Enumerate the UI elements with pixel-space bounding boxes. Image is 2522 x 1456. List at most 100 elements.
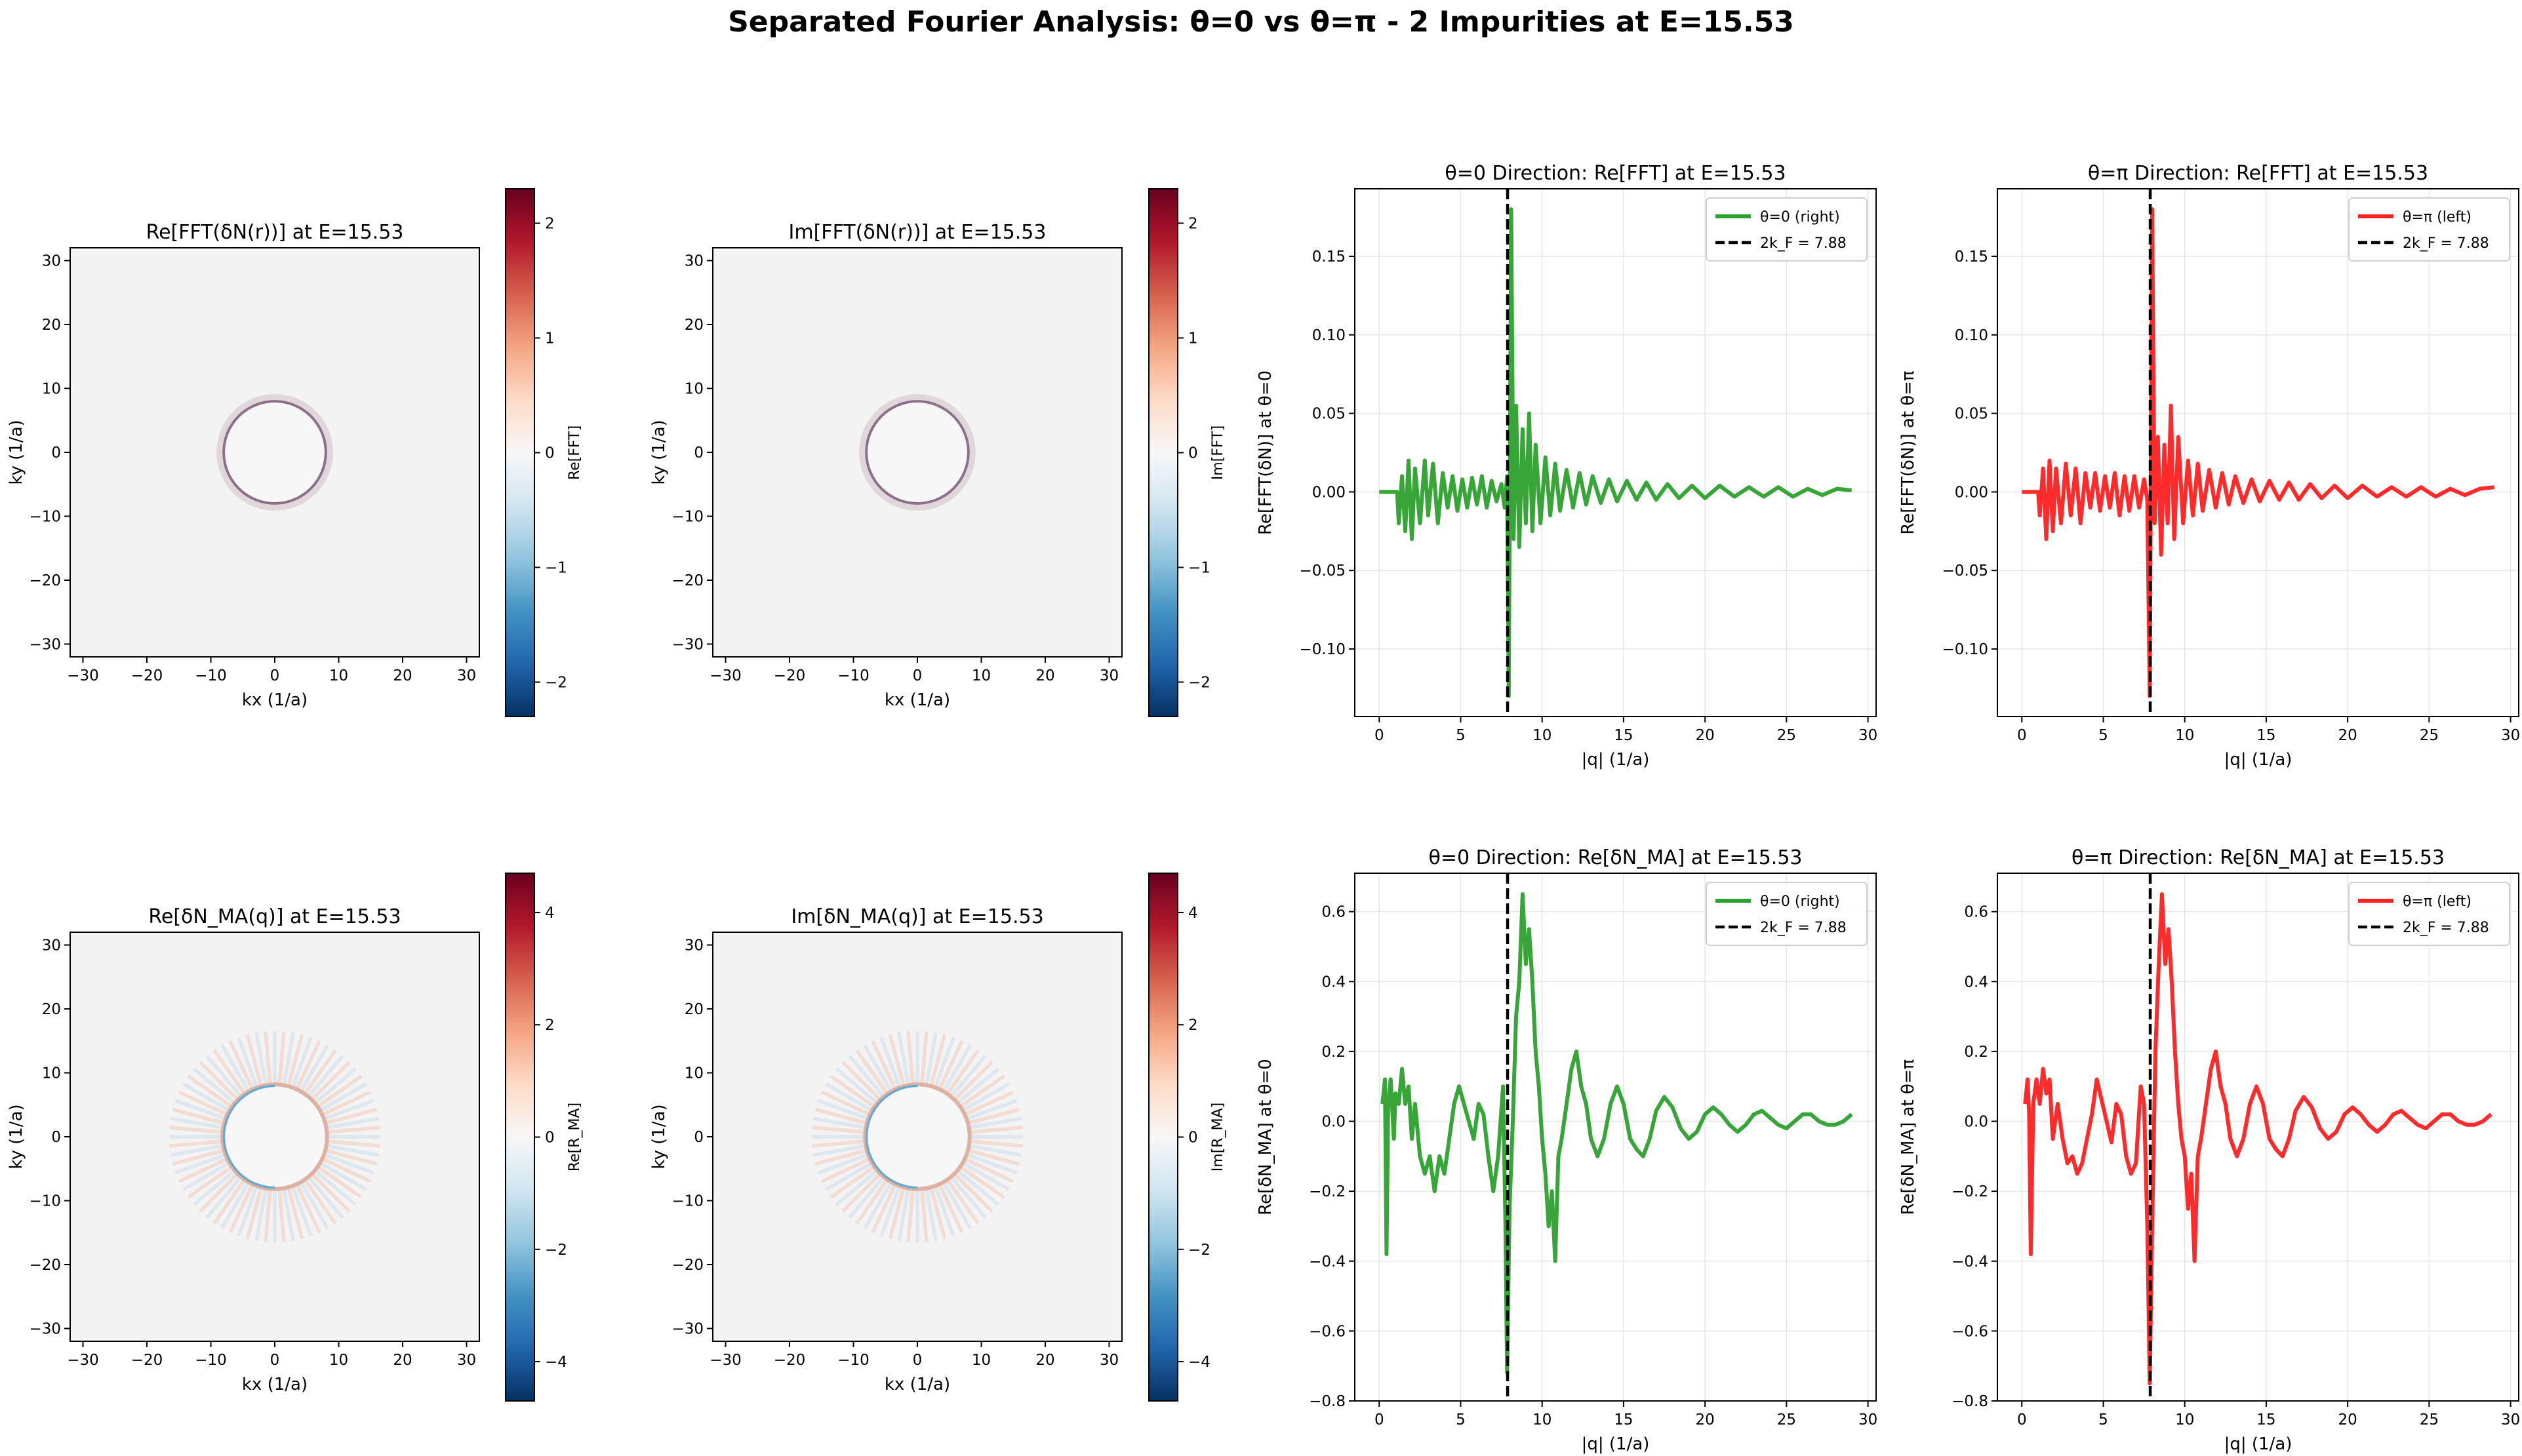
legend-box (2348, 197, 2510, 262)
heatmap-ray (915, 1031, 920, 1087)
heatmap-ray (281, 1186, 295, 1242)
heatmap-ray (967, 1126, 1023, 1135)
y-tick-label: −0.05 (1942, 562, 1988, 580)
heatmap-ray (172, 1147, 227, 1166)
heatmap-ray (812, 1143, 868, 1157)
colorbar-tick-label: 2 (1188, 216, 1198, 233)
heatmap-ray (940, 1179, 972, 1229)
y-tick-label: 20 (42, 317, 61, 334)
plot-area (1355, 873, 1876, 1401)
heatmap-ray (281, 1032, 295, 1088)
colorbar-tick-label: 1 (1188, 330, 1198, 347)
legend: θ=π (left) 2k_F = 7.88 (2348, 197, 2510, 262)
colorbar-tick-label: −1 (545, 560, 567, 577)
heatmap-ray (863, 1044, 894, 1095)
heatmap-ray (817, 1099, 871, 1122)
x-tick-label: 10 (1532, 727, 1551, 744)
y-tick-label: −20 (671, 572, 704, 589)
line-panel-3: 0 5 10 15 20 25 30 −0.10 −0.05 0.00 0.05 0.10 0.15 θ=… (1898, 162, 2520, 770)
y-tick-label: −0.2 (1952, 1183, 1988, 1200)
x-tick-label: 10 (972, 667, 991, 684)
heatmap-ray (324, 1143, 380, 1157)
heatmap-panel-4: −30 −20 −10 0 10 20 30−30−20−100102030Re[δN_MA… (7, 873, 583, 1402)
y-tick-label: −0.8 (1952, 1393, 1988, 1410)
colorbar (1148, 873, 1178, 1402)
y-tick-label: 20 (685, 1001, 704, 1018)
heatmap-ray (936, 1040, 964, 1092)
heatmap-ray (245, 1034, 264, 1089)
heatmap-ring-halo (859, 394, 976, 511)
heatmap-ray (220, 1044, 252, 1095)
y-tick-label: −20 (29, 572, 61, 589)
heatmap-panel-0: −30 −20 −10 0 10 20 30−30−20−100102030Re[FFT(δ… (7, 188, 583, 717)
heatmap-ray (841, 1171, 883, 1213)
colorbar-tick-label: 2 (545, 216, 555, 233)
heatmap-ray (272, 1031, 277, 1087)
x-tick-label: 0 (2017, 1411, 2027, 1428)
heatmap-ray (212, 1177, 248, 1225)
y-tick-label: 0.4 (1321, 974, 1346, 991)
heatmap-ray (879, 1183, 902, 1237)
y-tick-label: 30 (685, 937, 704, 954)
heatmap-ray (199, 1061, 241, 1103)
heatmap-ray (315, 1074, 363, 1110)
heatmap-panel-5: −30 −20 −10 0 10 20 30−30−20−100102030Im[δN_MA… (649, 873, 1226, 1402)
y-tick-label: −0.10 (1942, 641, 1988, 658)
x-tick-label: 25 (2420, 1411, 2439, 1428)
y-tick-label: 0.6 (1321, 904, 1346, 921)
heatmap-ring-halo (863, 1082, 972, 1191)
colorbar-tick-label: 0 (545, 1130, 555, 1147)
x-axis-label: |q| (1/a) (2224, 750, 2292, 770)
x-tick-label: −30 (710, 667, 742, 684)
x-tick-label: −20 (774, 1352, 806, 1369)
heatmap-ray (959, 1160, 1010, 1191)
x-tick-label: 0 (1374, 1411, 1384, 1428)
y-tick-label: −30 (29, 1321, 61, 1338)
x-tick-label: 20 (1035, 667, 1054, 684)
x-tick-label: 0 (270, 667, 280, 684)
x-tick-label: 5 (2098, 1411, 2108, 1428)
y-axis-label: ky (1/a) (649, 420, 669, 484)
x-tick-label: −10 (837, 1352, 870, 1369)
x-tick-label: 15 (2256, 1411, 2275, 1428)
x-tick-label: 5 (2098, 727, 2108, 744)
colorbar-label: Im[FFT] (1210, 425, 1226, 480)
heatmap-ray (254, 1032, 268, 1088)
y-tick-label: 0.05 (1955, 406, 1988, 423)
x-tick-label: 0 (913, 667, 923, 684)
plot-area (1997, 189, 2519, 717)
heatmap-ray (182, 1082, 233, 1114)
heatmap-ray (264, 1187, 273, 1242)
plot-area (1997, 873, 2519, 1401)
y-tick-label: −30 (29, 637, 61, 654)
heatmap-ray (965, 1107, 1020, 1126)
y-tick-label: 10 (42, 381, 61, 398)
series-line-0 (2022, 207, 2495, 698)
series-line-0 (2023, 892, 2492, 1386)
heatmap-ray (325, 1126, 380, 1135)
heatmap-ray (924, 1186, 938, 1242)
heatmap-panel-1: −30 −20 −10 0 10 20 30−30−20−100102030Im[FFT(δ… (649, 188, 1226, 717)
x-axis-label: kx (1/a) (242, 690, 308, 710)
x-tick-label: −20 (774, 667, 806, 684)
x-tick-label: 25 (2420, 727, 2439, 744)
line-chart-title: θ=π Direction: Re[δN_MA] at E=15.53 (2072, 846, 2445, 869)
y-tick-label: −20 (29, 1257, 61, 1274)
heatmap-ray (871, 1181, 898, 1234)
y-tick-label: 0.15 (1955, 248, 1988, 266)
x-tick-label: 20 (1696, 727, 1715, 744)
heatmap-ray (212, 1049, 248, 1097)
y-tick-label: 0.0 (1964, 1114, 1988, 1131)
heatmap-ray (174, 1099, 228, 1122)
heatmap-ray (323, 1147, 378, 1166)
heatmap-ray (944, 1049, 980, 1097)
y-tick-label: 20 (685, 317, 704, 334)
x-tick-label: 30 (2501, 1411, 2520, 1428)
heatmap-ray (182, 1160, 233, 1191)
heatmap-ray (169, 1126, 225, 1135)
heatmap-ray (928, 1034, 947, 1089)
colorbar-tick-label: −2 (1188, 1242, 1211, 1259)
heatmap-ray (187, 1164, 235, 1199)
heatmap-ray (932, 1036, 955, 1090)
figure-title: Separated Fourier Analysis: θ=0 vs θ=π -… (728, 5, 1794, 39)
